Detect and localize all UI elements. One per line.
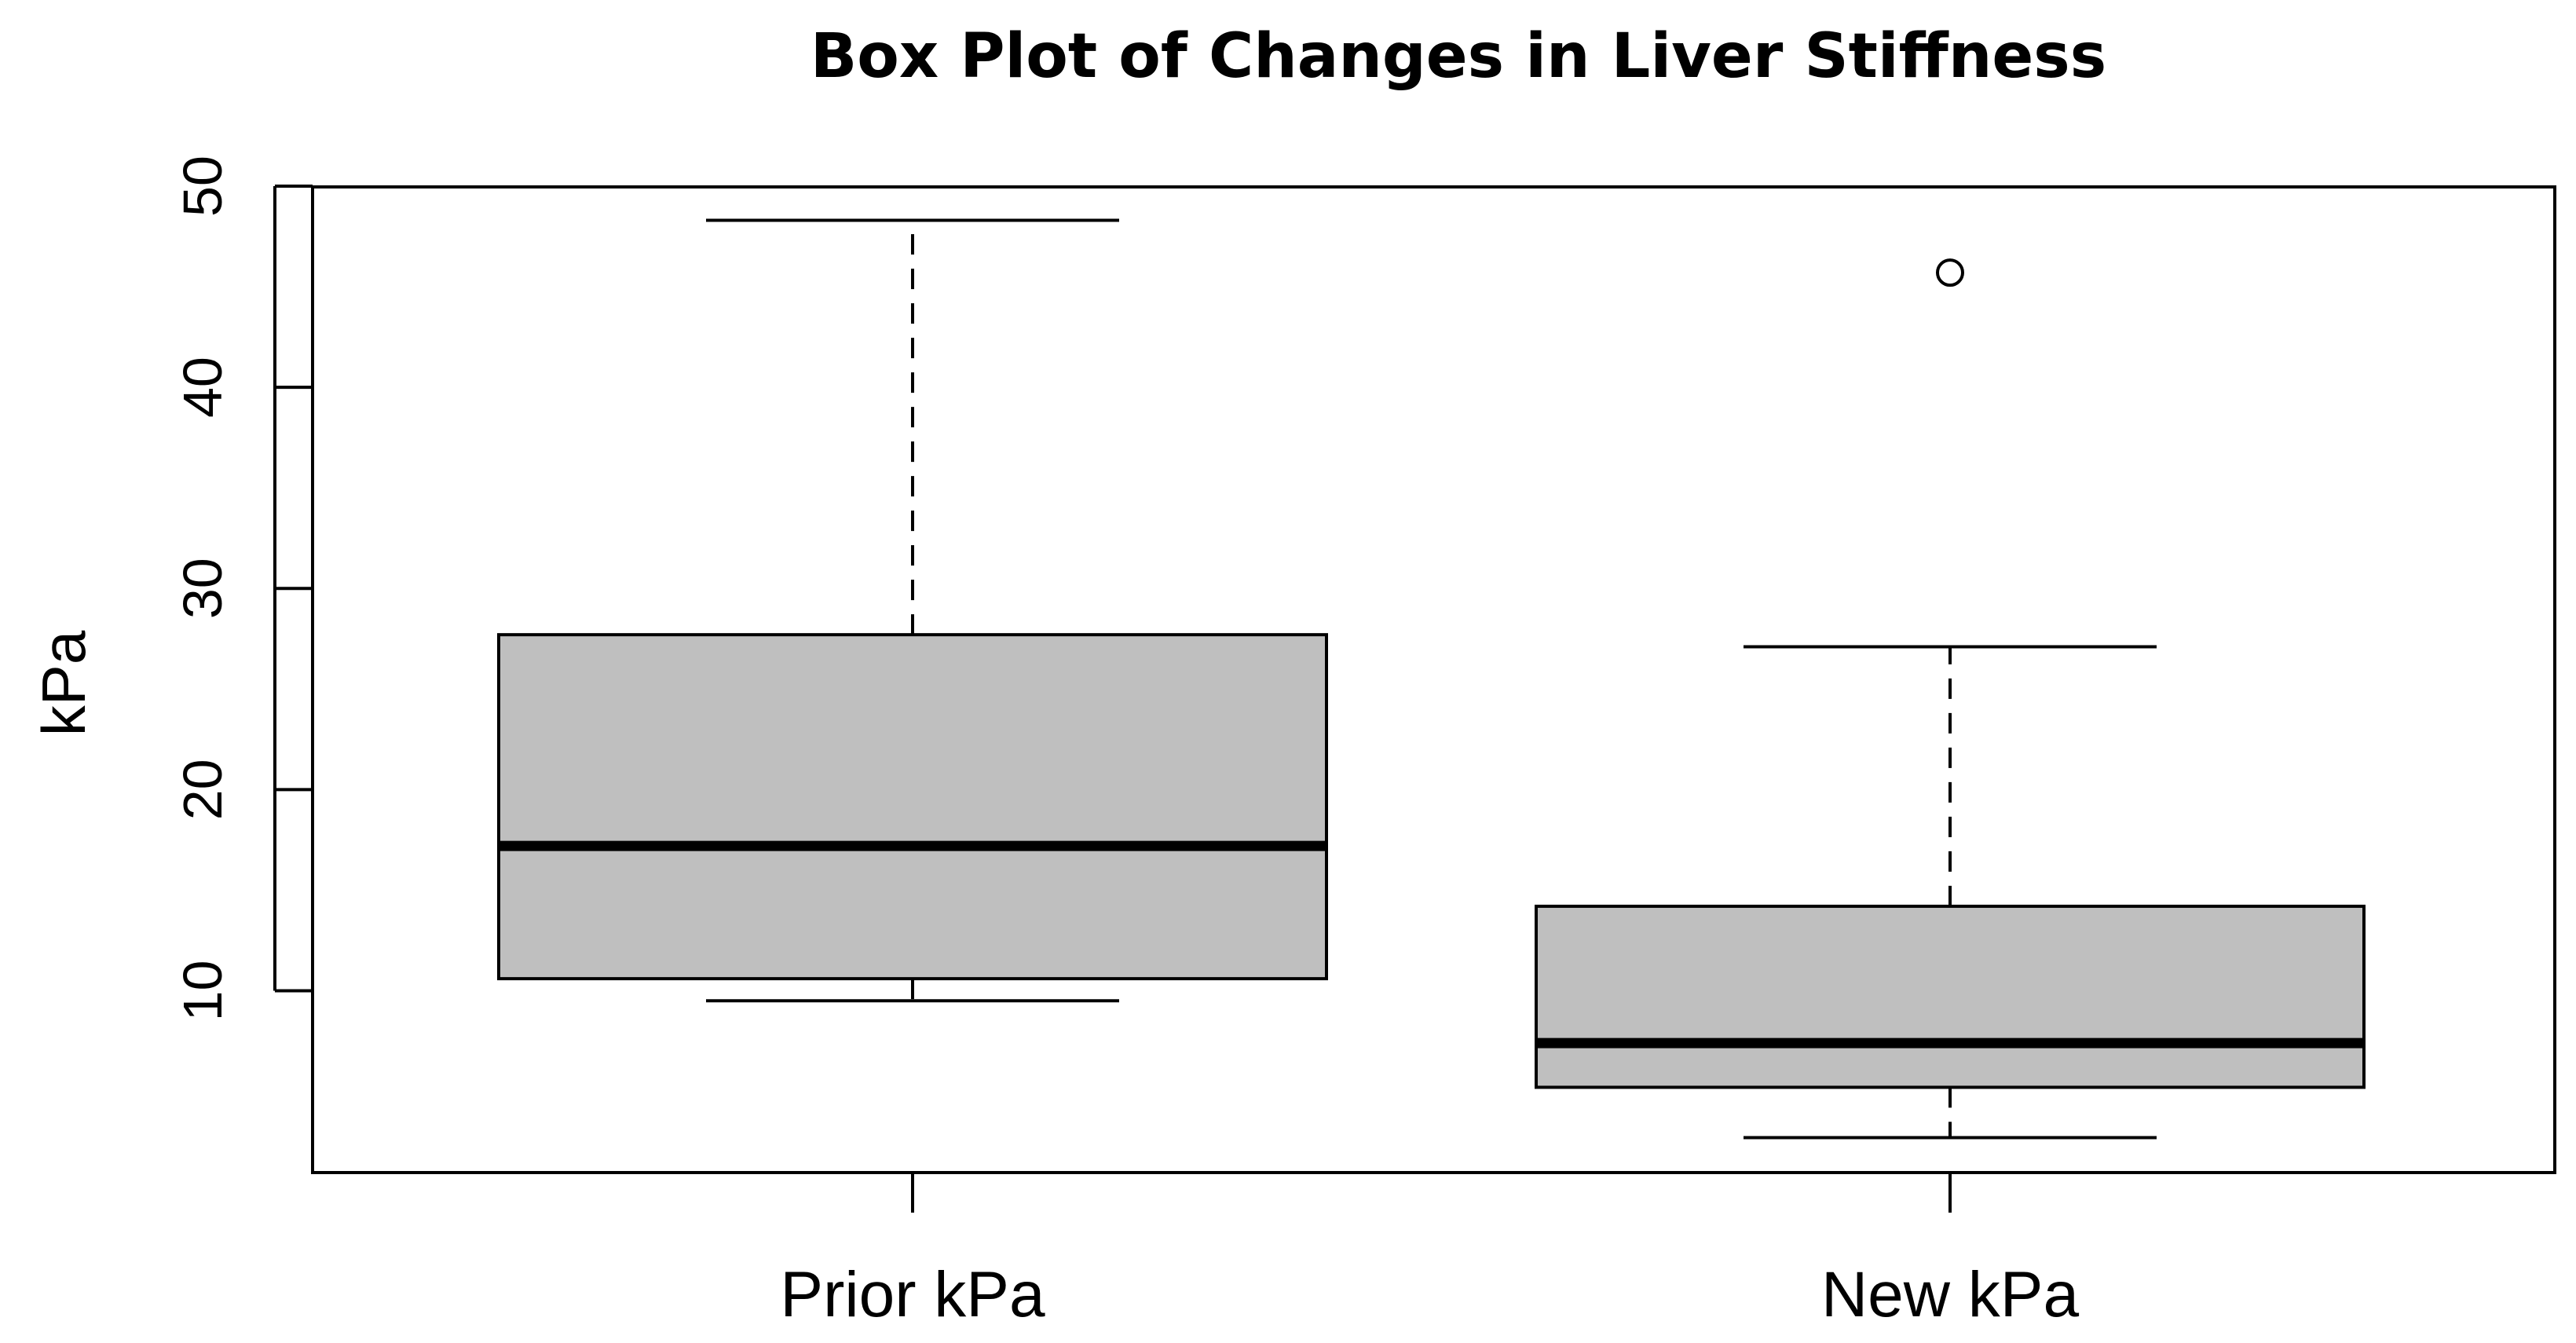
iqr-box — [1535, 904, 2366, 1089]
y-axis-label: kPa — [29, 630, 98, 736]
chart-title: Box Plot of Changes in Liver Stiffness — [810, 21, 2106, 92]
y-tick-label-50: 50 — [172, 156, 233, 217]
boxes-group — [497, 218, 2366, 1140]
box-1 — [1535, 258, 2366, 1140]
y-tick-label-40: 40 — [172, 357, 233, 418]
outlier-point — [1936, 258, 1964, 287]
y-tick-label-20: 20 — [172, 759, 233, 820]
x-category-label: Prior kPa — [780, 1259, 1045, 1330]
plot-frame — [311, 185, 2556, 1174]
box-0 — [497, 218, 1328, 1003]
x-category-label: New kPa — [1821, 1259, 2080, 1330]
y-tick-label-30: 30 — [172, 558, 233, 619]
iqr-box — [497, 633, 1328, 981]
y-axis-ticks: 10 20 30 40 50 — [172, 156, 313, 1021]
x-axis-labels: Prior kPa New kPa — [780, 1173, 2079, 1330]
y-tick-label-10: 10 — [172, 961, 233, 1022]
